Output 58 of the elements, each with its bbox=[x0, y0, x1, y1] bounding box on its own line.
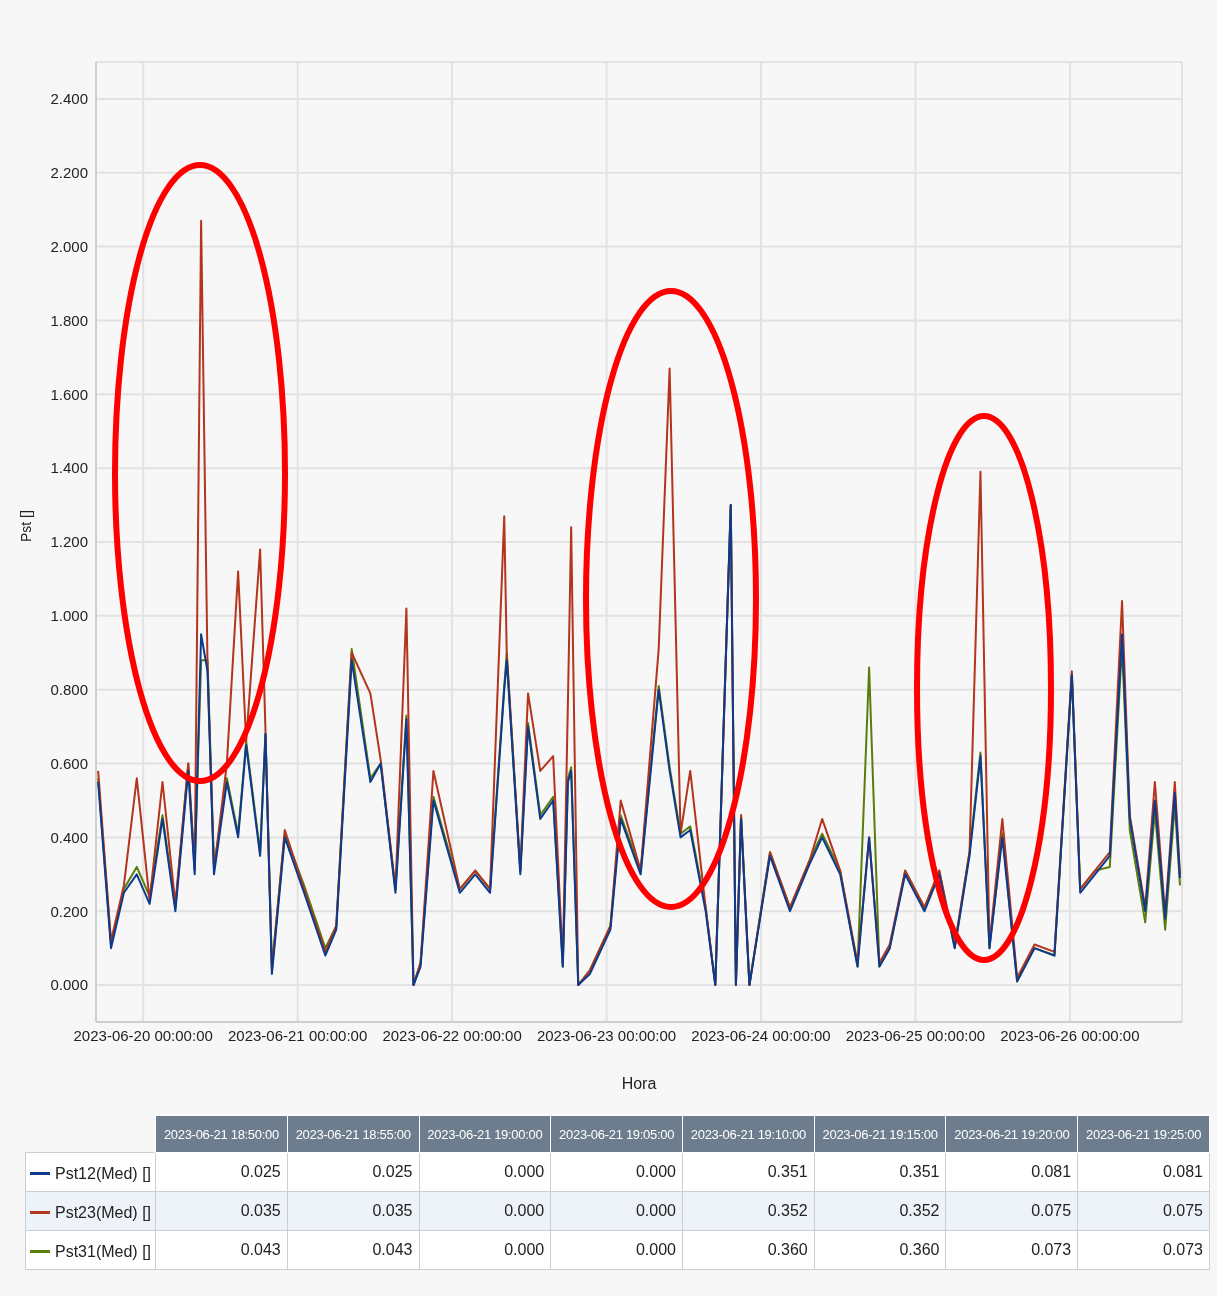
text: 0.000 bbox=[550, 1230, 683, 1270]
text: 0.360 bbox=[814, 1230, 946, 1270]
x-tick-label: 2023-06-23 00:00:00 bbox=[536, 1026, 677, 1044]
text: 0.043 bbox=[155, 1230, 288, 1270]
text: 2023-06-21 19:05:00 bbox=[550, 1115, 683, 1153]
x-tick-label: 2023-06-25 00:00:00 bbox=[845, 1026, 986, 1044]
text: 0.351 bbox=[682, 1152, 815, 1192]
y-tick-label: 0.400 bbox=[50, 828, 88, 846]
y-tick-label: 1.800 bbox=[50, 311, 88, 329]
text: 0.360 bbox=[682, 1230, 815, 1270]
x-tick-label: 2023-06-22 00:00:00 bbox=[382, 1026, 522, 1044]
text: 2023-06-21 18:50:00 bbox=[155, 1115, 288, 1153]
x-tick-label: 2023-06-20 00:00:00 bbox=[73, 1026, 213, 1044]
x-tick-label: 2023-06-21 00:00:00 bbox=[228, 1026, 368, 1044]
text: 0.352 bbox=[814, 1191, 946, 1231]
y-tick-label: 2.400 bbox=[50, 90, 88, 108]
x-tick-label: 2023-06-26 00:00:00 bbox=[1000, 1026, 1140, 1044]
y-tick-label: 0.000 bbox=[50, 976, 88, 994]
legend-label: Pst12(Med) [] bbox=[55, 1164, 152, 1183]
legend-label: Pst31(Med) [] bbox=[55, 1242, 152, 1261]
text: 0.081 bbox=[1077, 1152, 1210, 1192]
text: 0.025 bbox=[287, 1152, 419, 1192]
text: 0.075 bbox=[1077, 1191, 1210, 1231]
y-tick-label: 2.000 bbox=[50, 237, 88, 255]
text: 0.351 bbox=[814, 1152, 946, 1192]
text: 0.073 bbox=[945, 1230, 1078, 1270]
text: 0.000 bbox=[419, 1191, 551, 1231]
y-axis-title: Pst [] bbox=[17, 510, 34, 542]
legend-label: Pst23(Med) [] bbox=[55, 1203, 152, 1222]
text: 0.075 bbox=[945, 1191, 1078, 1231]
y-tick-label: 2.200 bbox=[50, 164, 88, 182]
x-tick-label: 2023-06-24 00:00:00 bbox=[691, 1026, 831, 1044]
text: 0.025 bbox=[155, 1152, 288, 1192]
text: 0.352 bbox=[682, 1191, 815, 1231]
y-tick-label: 0.600 bbox=[50, 754, 88, 772]
text: 0.035 bbox=[287, 1191, 419, 1231]
text: 0.073 bbox=[1077, 1230, 1210, 1270]
text: 2023-06-21 19:20:00 bbox=[945, 1115, 1078, 1153]
y-tick-label: 0.800 bbox=[50, 681, 88, 699]
text: 0.081 bbox=[945, 1152, 1078, 1192]
text: 2023-06-21 19:10:00 bbox=[682, 1115, 815, 1153]
x-axis-title: Hora bbox=[621, 1075, 657, 1092]
y-tick-label: 0.200 bbox=[50, 902, 88, 920]
text: 0.043 bbox=[287, 1230, 419, 1270]
text: 0.000 bbox=[550, 1152, 683, 1192]
text: 0.000 bbox=[419, 1230, 551, 1270]
text: 2023-06-21 19:15:00 bbox=[814, 1115, 946, 1153]
text: 2023-06-21 18:55:00 bbox=[287, 1115, 419, 1153]
text: 2023-06-21 19:25:00 bbox=[1077, 1115, 1210, 1153]
text: 0.000 bbox=[550, 1191, 683, 1231]
text: 0.000 bbox=[419, 1152, 551, 1192]
y-tick-label: 1.600 bbox=[50, 385, 88, 403]
y-tick-label: 1.200 bbox=[50, 533, 88, 551]
line-series bbox=[97, 504, 1181, 987]
text: 0.035 bbox=[155, 1191, 288, 1231]
y-tick-label: 1.000 bbox=[50, 607, 88, 625]
y-tick-label: 1.400 bbox=[50, 459, 88, 477]
text: 2023-06-21 19:00:00 bbox=[419, 1115, 551, 1153]
